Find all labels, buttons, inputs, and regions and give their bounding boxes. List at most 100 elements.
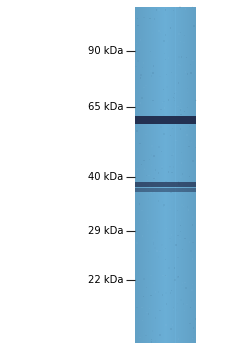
Bar [144,169,145,170]
Bar [192,216,194,218]
Bar [191,337,193,339]
Bar [135,7,196,343]
Bar [175,140,177,141]
Bar [191,126,192,127]
Bar [149,159,150,160]
Bar [159,76,161,77]
Bar [181,191,182,192]
Bar [195,100,196,101]
Bar [189,176,190,177]
Bar [153,178,155,179]
Bar [183,7,184,343]
Bar [163,205,164,207]
Text: 29 kDa: 29 kDa [88,226,124,236]
Bar [180,299,182,301]
Bar [175,116,176,117]
Bar [153,324,154,326]
Bar [178,181,179,183]
Bar [160,309,161,310]
Bar [153,155,155,157]
Bar [155,208,156,209]
Bar [173,7,175,343]
Bar [165,292,167,294]
Bar [170,292,171,294]
Bar [174,279,176,281]
Bar [148,7,149,343]
Bar [179,6,181,8]
Bar [195,318,196,320]
Bar [155,234,156,236]
Bar [189,241,191,243]
Bar [170,328,172,330]
Bar [151,7,152,343]
Bar [165,34,166,36]
Bar [180,41,181,42]
Bar [182,195,183,196]
Bar [168,99,169,100]
Bar [180,109,181,111]
Bar [155,7,156,343]
Bar [168,7,169,343]
Bar [154,328,156,329]
Bar [155,186,157,188]
Bar [189,222,190,224]
Bar [164,204,165,205]
Bar [162,245,163,246]
Bar [189,323,191,324]
Bar [144,59,145,61]
Bar [187,112,188,114]
Bar [165,247,166,248]
Bar [137,47,139,49]
Bar [170,106,172,107]
Bar [153,282,155,284]
Bar [136,174,137,175]
Bar [143,86,145,88]
Bar [189,7,190,343]
Bar [154,247,156,249]
Bar [178,56,180,57]
Text: 40 kDa: 40 kDa [88,172,124,182]
Bar [172,324,173,326]
Bar [153,239,154,240]
Bar [153,7,154,343]
Bar [161,120,162,121]
Bar [162,274,164,276]
Bar [173,10,174,11]
Bar [137,281,138,282]
Bar [185,27,186,28]
Bar [169,317,170,318]
Bar [157,309,158,310]
Bar [152,33,153,34]
Bar [164,107,165,109]
Bar [159,334,161,336]
Bar [177,106,179,107]
Bar [171,7,172,343]
Bar [173,166,174,168]
Bar [190,250,192,252]
Bar [192,229,193,230]
Bar [139,112,140,113]
Bar [190,64,191,65]
Bar [162,307,163,308]
Bar [158,341,159,342]
Bar [148,175,150,176]
Bar [152,24,153,26]
Bar [186,304,187,305]
Bar [136,318,138,320]
Bar [181,286,183,287]
Bar [150,308,151,310]
Bar [182,303,184,305]
Bar [157,231,158,233]
Bar [143,44,144,46]
Bar [188,119,189,120]
Bar [190,63,192,65]
Bar [174,98,175,99]
Bar [172,128,173,129]
Bar [194,243,196,244]
Bar [138,7,139,343]
Bar [179,65,181,66]
Bar [186,57,187,58]
Bar [174,92,175,94]
Bar [180,102,181,103]
Bar [146,287,147,288]
